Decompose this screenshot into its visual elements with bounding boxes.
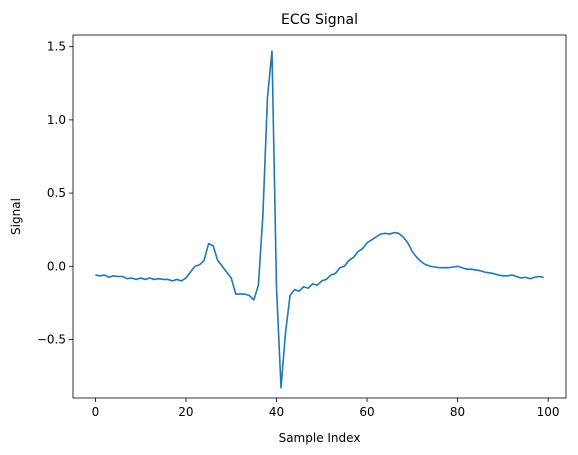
plot-frame [72, 34, 567, 399]
y-tick-label: 1.0 [47, 113, 66, 127]
y-axis-title: Signal [9, 198, 23, 235]
y-tick-label: 1.5 [47, 40, 66, 54]
ecg-signal-line-0 [95, 50, 544, 389]
y-tick-label: −0.5 [37, 332, 66, 346]
y-axis-ticks: −0.5 0.0 0.5 1.0 1.5 [37, 40, 73, 346]
plot-series [95, 50, 544, 389]
x-tick-label: 60 [359, 405, 374, 419]
x-axis-title: Sample Index [279, 431, 361, 445]
chart-title: ECG Signal [281, 12, 358, 28]
x-tick-label: 20 [178, 405, 193, 419]
x-tick-label: 100 [537, 405, 560, 419]
x-tick-label: 0 [92, 405, 100, 419]
y-tick-label: 0.5 [47, 186, 66, 200]
x-tick-label: 80 [450, 405, 465, 419]
x-tick-label: 40 [269, 405, 284, 419]
y-tick-label: 0.0 [47, 259, 66, 273]
x-axis-ticks: 0 20 40 60 80 100 [92, 398, 560, 419]
